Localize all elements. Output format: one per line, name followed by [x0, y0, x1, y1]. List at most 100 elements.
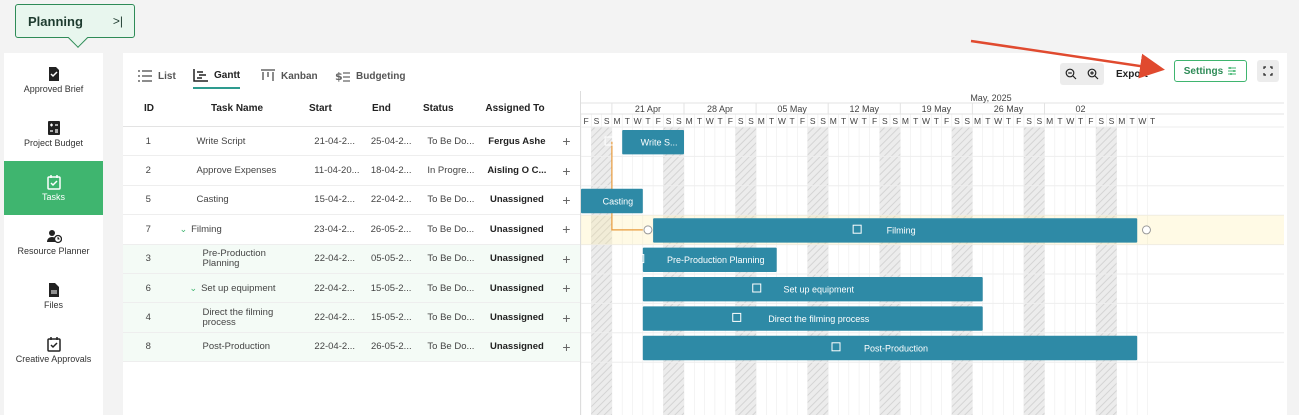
task-name-text: Write Script — [196, 135, 246, 147]
table-row[interactable]: 6 ⌄ Set up equipment 22-04-2... 15-05-2... To… — [122, 273, 580, 304]
planning-tag[interactable]: Planning >| — [15, 4, 135, 48]
view-tabs: List Gantt Kanban $ Budgeting Export Set… — [123, 53, 1287, 91]
sidebar: Approved Brief Project Budget Tasks Reso… — [4, 53, 103, 415]
day-letter: T — [985, 116, 990, 126]
cell-end: 25-04-2... — [370, 135, 412, 147]
gantt-bar — [642, 335, 1138, 361]
day-letter: S — [954, 116, 960, 126]
cell-task-name[interactable]: ⌄ Filming — [122, 224, 304, 235]
table-row[interactable]: 3 Pre-Production Planning 22-04-2... 05-05-… — [121, 244, 580, 274]
cell-start: 11-04-20... — [314, 165, 360, 177]
day-letter: S — [676, 116, 682, 126]
task-name-text: Filming — [191, 223, 222, 235]
table-row[interactable]: 1 Write Script 21-04-2... 25-04-2... To Be D… — [122, 127, 580, 157]
task-grid: ID Task Name Start End Status Assigned T… — [123, 91, 580, 415]
day-letter: T — [1129, 116, 1134, 126]
cell-start: 22-04-2... — [314, 253, 356, 265]
chevron-down-icon[interactable]: ⌄ — [179, 223, 188, 234]
add-subtask-button[interactable]: + — [562, 280, 571, 297]
approved-brief-icon — [48, 66, 59, 81]
cell-task-name[interactable]: Write Script — [122, 136, 305, 147]
cell-task-name[interactable]: Direct the filming process — [121, 308, 304, 328]
tab-list[interactable]: List — [137, 63, 176, 89]
chevron-down-icon[interactable]: ⌄ — [189, 282, 198, 293]
gantt-bar-label: Pre-Production Planning — [667, 255, 765, 265]
add-subtask-button[interactable]: + — [562, 221, 571, 238]
task-name-text: Approve Expenses — [196, 165, 277, 177]
header-end[interactable]: End — [372, 103, 391, 114]
cell-task-name[interactable]: Pre-Production Planning — [121, 249, 304, 269]
add-subtask-button[interactable]: + — [562, 309, 571, 326]
day-letter: W — [1138, 116, 1146, 126]
header-assigned-to[interactable]: Assigned To — [485, 103, 545, 114]
day-letter: S — [604, 116, 610, 126]
day-letter: F — [584, 116, 589, 126]
gantt-icon — [193, 69, 208, 82]
header-task-name[interactable]: Task Name — [211, 103, 264, 114]
day-letter: M — [614, 116, 621, 126]
cell-task-name[interactable]: Approve Expenses — [122, 165, 305, 176]
gantt-bar-label: Casting — [603, 196, 634, 206]
day-letter: M — [974, 116, 981, 126]
zoom-in-icon[interactable] — [1087, 68, 1099, 80]
calendar-check-icon — [635, 254, 645, 264]
table-row[interactable]: 7 ⌄ Filming 23-04-2... 26-05-2... To Be Do...… — [122, 215, 580, 245]
day-letter: T — [913, 116, 918, 126]
cell-status: To Be Do... — [427, 223, 475, 235]
add-subtask-button[interactable]: + — [562, 250, 571, 267]
sidebar-item-resource-planner[interactable]: Resource Planner — [4, 215, 103, 269]
add-subtask-button[interactable]: + — [562, 191, 571, 208]
header-id[interactable]: ID — [144, 103, 154, 114]
sidebar-item-approved-brief[interactable]: Approved Brief — [4, 53, 103, 107]
calendar-check-icon — [831, 342, 841, 352]
gantt-bar-label: Write S... — [641, 138, 678, 148]
tab-kanban[interactable]: Kanban — [260, 63, 318, 89]
tasks-panel: List Gantt Kanban $ Budgeting Export Set… — [123, 53, 1287, 415]
sidebar-item-files[interactable]: Files — [4, 269, 103, 323]
calendar-check-icon — [46, 336, 61, 352]
task-name-text: Direct the filming process — [202, 307, 274, 328]
tab-gantt[interactable]: Gantt — [193, 63, 241, 89]
table-row[interactable]: 8 Post-Production 22-04-2... 26-05-2... To B… — [121, 332, 580, 363]
sidebar-item-project-budget[interactable]: Project Budget — [4, 107, 103, 161]
gantt-bar-label: Filming — [887, 226, 916, 236]
cell-end: 26-05-2... — [370, 223, 412, 235]
cell-assigned-to: Unassigned — [489, 282, 544, 294]
day-letter: F — [872, 116, 877, 126]
table-row[interactable]: 2 Approve Expenses 11-04-20... 18-04-2... In… — [122, 156, 580, 186]
export-button[interactable]: Export — [1116, 68, 1148, 80]
list-icon — [138, 70, 152, 82]
gantt-bar — [653, 218, 1138, 243]
sidebar-item-creative-approvals[interactable]: Creative Approvals — [4, 323, 103, 377]
task-name-text: Pre-Production Planning — [202, 248, 266, 269]
cell-id: 2 — [145, 165, 151, 177]
header-start[interactable]: Start — [309, 103, 332, 114]
tab-budgeting[interactable]: $ Budgeting — [335, 63, 405, 89]
cell-id: 7 — [145, 223, 151, 235]
add-subtask-button[interactable]: + — [562, 133, 571, 150]
table-row[interactable]: 4 Direct the filming process 22-04-2... 15-… — [121, 303, 580, 333]
day-letter: W — [706, 116, 714, 126]
cell-task-name[interactable]: Post-Production — [121, 341, 304, 352]
resource-planner-icon — [46, 229, 62, 243]
add-subtask-button[interactable]: + — [562, 338, 571, 355]
sidebar-item-tasks[interactable]: Tasks — [4, 161, 103, 215]
cell-task-name[interactable]: Casting — [122, 194, 305, 205]
zoom-out-icon[interactable] — [1065, 68, 1077, 80]
week-label: 26 May — [994, 104, 1024, 114]
cell-status: To Be Do... — [427, 341, 475, 353]
table-row[interactable]: 5 Casting 15-04-2... 22-04-2... To Be Do... U… — [122, 186, 580, 216]
header-status[interactable]: Status — [423, 103, 454, 114]
collapse-panel-icon[interactable]: >| — [112, 14, 124, 28]
cell-task-name[interactable]: ⌄ Set up equipment — [122, 283, 305, 294]
calendar-check-icon — [752, 283, 762, 293]
day-letter: F — [1088, 116, 1093, 126]
day-letter: M — [902, 116, 909, 126]
add-subtask-button[interactable]: + — [562, 162, 571, 179]
task-name-text: Set up equipment — [201, 282, 276, 294]
fullscreen-button[interactable] — [1257, 60, 1279, 82]
settings-button[interactable]: Settings — [1174, 60, 1247, 82]
day-letter: S — [594, 116, 600, 126]
day-letter: T — [841, 116, 846, 126]
